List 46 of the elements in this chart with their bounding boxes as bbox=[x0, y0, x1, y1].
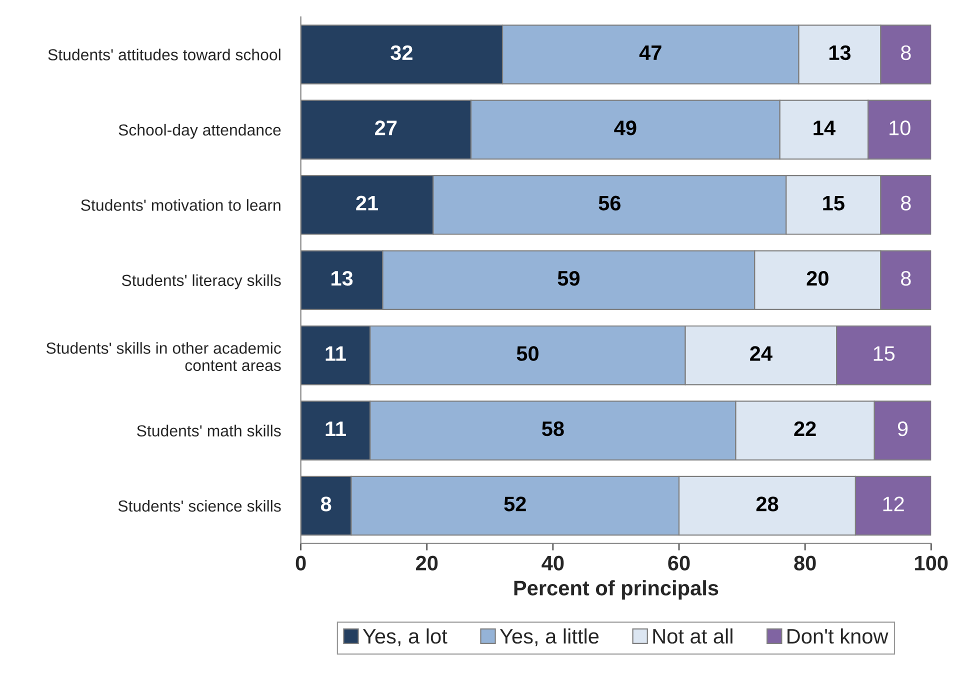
data-label: 15 bbox=[874, 346, 895, 361]
data-label: 24 bbox=[750, 346, 772, 361]
data-label: 8 bbox=[320, 496, 332, 512]
x-tick-label: 20 bbox=[416, 556, 438, 570]
data-label: 9 bbox=[898, 421, 908, 436]
data-label: 8 bbox=[901, 45, 911, 60]
data-label: 11 bbox=[326, 346, 346, 361]
y-tick-label: Students' literacy skills bbox=[122, 274, 281, 290]
data-label: 10 bbox=[890, 120, 910, 136]
data-label: 13 bbox=[829, 45, 851, 60]
data-label: 47 bbox=[639, 46, 662, 60]
data-label: 56 bbox=[598, 196, 621, 211]
data-label: 11 bbox=[326, 422, 346, 436]
data-label: 50 bbox=[516, 346, 538, 361]
x-tick-label: 80 bbox=[794, 556, 816, 570]
data-label: 15 bbox=[823, 196, 844, 211]
legend-label: Not at all bbox=[653, 628, 732, 644]
data-label: 12 bbox=[883, 496, 904, 512]
legend-label: Yes, a lot bbox=[362, 628, 448, 646]
legend-label: Don't know bbox=[788, 628, 888, 644]
y-tick-label: Students' motivation to learn bbox=[81, 199, 280, 211]
x-tick-label: 40 bbox=[542, 556, 564, 570]
data-label: 28 bbox=[756, 496, 778, 512]
data-label: 52 bbox=[504, 496, 526, 512]
data-label: 22 bbox=[794, 421, 816, 436]
data-label: 21 bbox=[356, 196, 378, 210]
y-tick-label: Students' skills in other academic content areas bbox=[46, 342, 281, 372]
y-tick-label: School-day attendance bbox=[118, 124, 281, 139]
data-label: 27 bbox=[375, 120, 397, 136]
data-label: 8 bbox=[901, 270, 911, 286]
data-label: 32 bbox=[390, 45, 412, 60]
x-tick-label: 60 bbox=[668, 556, 690, 570]
x-axis-title: Percent of principals bbox=[514, 580, 718, 600]
y-tick-label: Students' attitudes toward school bbox=[48, 48, 280, 60]
data-label: 14 bbox=[814, 120, 836, 136]
y-tick-label: Students' math skills bbox=[137, 424, 281, 436]
data-label: 49 bbox=[614, 120, 636, 136]
data-label: 20 bbox=[806, 270, 828, 286]
data-label: 59 bbox=[558, 270, 580, 286]
data-label: 13 bbox=[332, 270, 353, 286]
legend-label: Yes, a little bbox=[500, 628, 599, 646]
y-tick-label: Students' science skills bbox=[118, 500, 281, 512]
data-label: 58 bbox=[542, 421, 564, 436]
data-label: 8 bbox=[901, 196, 911, 211]
x-tick-label: 0 bbox=[296, 556, 306, 570]
x-tick-label: 100 bbox=[915, 556, 948, 570]
